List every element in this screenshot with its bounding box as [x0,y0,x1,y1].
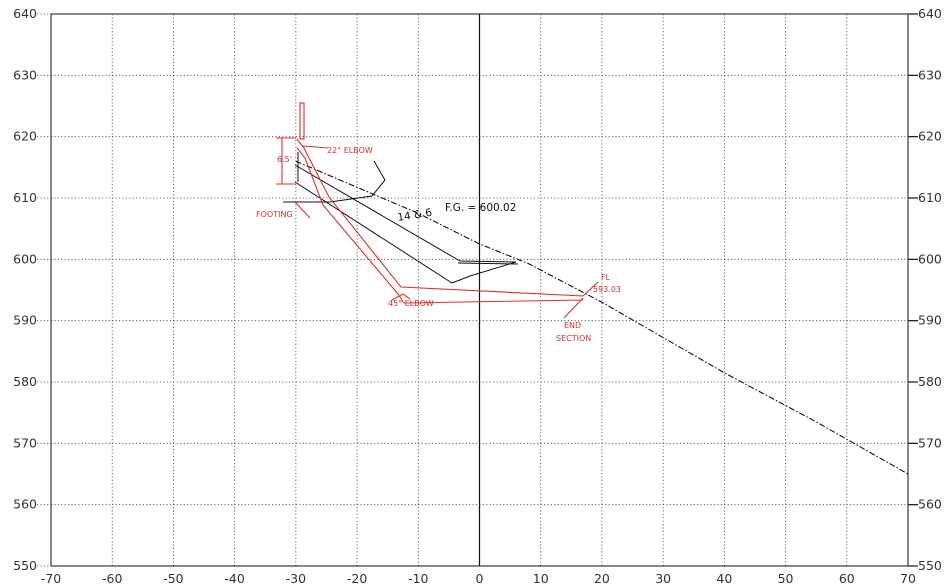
riser-pipe [299,102,305,140]
elbow-22-label: 22° ELBOW [327,146,373,155]
y-tick-label-right: 560 [918,497,942,512]
x-tick-label: 70 [900,571,916,586]
pipe-top-line [294,164,461,262]
fl-value: 593.03 [593,285,621,294]
flow-line-black [457,262,519,265]
end-label: END [564,321,581,330]
pipe-assembly-red [276,102,599,319]
x-tick-label: -20 [347,571,367,586]
x-tick-label: 60 [839,571,855,586]
pipe-outlet-black [451,260,517,284]
x-tick-label: 30 [655,571,671,586]
elbow-leader [329,160,386,203]
x-tick-label: -40 [224,571,244,586]
x-tick-label: -10 [408,571,428,586]
x-tick-label: 50 [778,571,794,586]
y-tick-label-right: 580 [918,374,942,389]
plot-frame [50,13,909,567]
ground-line [295,160,909,475]
y-tick-label-left: 550 [13,558,37,573]
footing-leader [294,201,311,219]
elbow-45-mark [391,293,411,301]
y-tick-label-right: 570 [918,435,942,450]
fg-label: F.G. = 600.02 [445,202,516,214]
y-tick-label-right: 620 [918,129,942,144]
y-tick-label-right: 640 [918,6,942,21]
section-label: SECTION [556,334,591,343]
y-tick-label-right: 590 [918,313,942,328]
y-tick-label-left: 590 [13,313,37,328]
ground-profile [295,160,909,475]
grid [37,13,918,567]
y-tick-label-left: 620 [13,129,37,144]
x-tick-label: -50 [163,571,183,586]
x-tick-label: -70 [41,571,61,586]
elbow-45-label: 45° ELBOW [388,299,434,308]
fl-leader [582,281,599,297]
y-tick-label-left: 640 [13,6,37,21]
y-tick-label-left: 580 [13,374,37,389]
y-tick-label-left: 570 [13,435,37,450]
x-tick-label: -60 [102,571,122,586]
footing-label: FOOTING [256,210,293,219]
fl-label: FL [601,273,611,282]
height-65-label: 6.5' [277,155,292,164]
x-tick-label: 0 [476,571,484,586]
x-tick-label: -30 [286,571,306,586]
y-tick-label-right: 600 [918,251,942,266]
y-tick-label-left: 600 [13,251,37,266]
y-tick-label-left: 630 [13,67,37,82]
y-tick-label-right: 610 [918,190,942,205]
y-tick-label-left: 560 [13,497,37,512]
end-section-leader [563,297,584,319]
elbow-22-leader [302,145,329,149]
y-tick-label-right: 550 [918,558,942,573]
pipe-outer-wall [296,138,584,297]
pipe-inner-wall [296,147,584,304]
x-tick-label: 10 [533,571,549,586]
x-tick-label: 20 [594,571,610,586]
x-tick-label: 40 [716,571,732,586]
slope-label: 14 & 6 [397,207,434,224]
y-tick-label-left: 610 [13,190,37,205]
y-tick-label-right: 630 [918,67,942,82]
